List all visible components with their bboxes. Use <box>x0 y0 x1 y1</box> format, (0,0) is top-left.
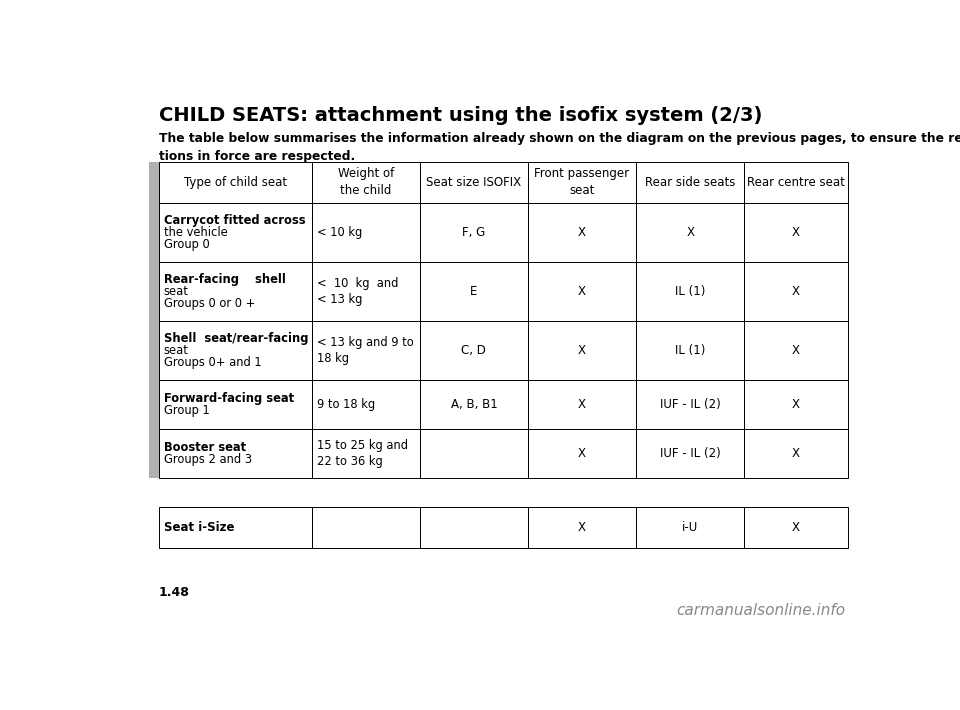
Text: IL (1): IL (1) <box>675 344 706 357</box>
Text: IUF - IL (2): IUF - IL (2) <box>660 398 721 411</box>
Text: X: X <box>792 398 800 411</box>
Bar <box>158 507 312 547</box>
Text: Weight of
the child: Weight of the child <box>338 168 394 197</box>
Text: X: X <box>578 447 586 460</box>
Text: i-U: i-U <box>683 520 698 534</box>
Bar <box>420 380 528 429</box>
Bar <box>420 507 528 547</box>
Bar <box>744 162 848 203</box>
Text: X: X <box>792 344 800 357</box>
Text: X: X <box>686 226 694 239</box>
Text: Seat size ISOFIX: Seat size ISOFIX <box>426 176 521 189</box>
Text: 9 to 18 kg: 9 to 18 kg <box>317 398 375 411</box>
Bar <box>312 507 420 547</box>
Text: Type of child seat: Type of child seat <box>183 176 287 189</box>
Text: F, G: F, G <box>463 226 486 239</box>
Text: X: X <box>578 285 586 297</box>
Text: seat: seat <box>164 344 189 357</box>
Bar <box>158 262 312 321</box>
Text: X: X <box>792 226 800 239</box>
Bar <box>528 507 636 547</box>
Bar <box>636 203 744 262</box>
Bar <box>420 321 528 380</box>
Bar <box>420 203 528 262</box>
Text: Shell  seat/rear-facing: Shell seat/rear-facing <box>164 332 308 345</box>
Text: Group 0: Group 0 <box>164 238 209 251</box>
Text: seat: seat <box>164 285 189 297</box>
Bar <box>636 429 744 479</box>
Bar <box>744 321 848 380</box>
Bar <box>149 162 158 479</box>
Bar <box>420 429 528 479</box>
Bar <box>420 162 528 203</box>
Bar <box>312 380 420 429</box>
Text: Seat i-Size: Seat i-Size <box>164 520 234 534</box>
Text: the vehicle: the vehicle <box>164 226 228 239</box>
Text: 1.48: 1.48 <box>158 586 189 599</box>
Text: CHILD SEATS: attachment using the isofix system (2/3): CHILD SEATS: attachment using the isofix… <box>158 106 762 125</box>
Bar <box>420 262 528 321</box>
Text: Rear centre seat: Rear centre seat <box>747 176 845 189</box>
Text: Forward-facing seat: Forward-facing seat <box>164 392 294 405</box>
Text: X: X <box>578 226 586 239</box>
Bar <box>636 162 744 203</box>
Bar <box>312 262 420 321</box>
Text: Rear-facing    shell: Rear-facing shell <box>164 273 286 286</box>
Bar <box>636 262 744 321</box>
Text: Booster seat: Booster seat <box>164 441 246 454</box>
Bar <box>158 429 312 479</box>
Text: Groups 2 and 3: Groups 2 and 3 <box>164 453 252 466</box>
Text: < 10 kg: < 10 kg <box>317 226 362 239</box>
Text: Groups 0 or 0 +: Groups 0 or 0 + <box>164 297 255 310</box>
Text: X: X <box>578 520 586 534</box>
Bar <box>312 321 420 380</box>
Text: Front passenger
seat: Front passenger seat <box>535 168 630 197</box>
Text: IL (1): IL (1) <box>675 285 706 297</box>
Text: X: X <box>792 285 800 297</box>
Text: X: X <box>578 344 586 357</box>
Bar <box>528 262 636 321</box>
Bar <box>312 162 420 203</box>
Text: 15 to 25 kg and
22 to 36 kg: 15 to 25 kg and 22 to 36 kg <box>317 439 408 469</box>
Bar <box>158 203 312 262</box>
Bar <box>744 429 848 479</box>
Bar <box>158 380 312 429</box>
Bar <box>636 507 744 547</box>
Text: C, D: C, D <box>462 344 487 357</box>
Text: The table below summarises the information already shown on the diagram on the p: The table below summarises the informati… <box>158 131 960 163</box>
Bar <box>528 380 636 429</box>
Text: carmanualsonline.info: carmanualsonline.info <box>676 604 846 618</box>
Bar <box>744 507 848 547</box>
Bar <box>744 262 848 321</box>
Bar <box>636 321 744 380</box>
Bar <box>528 321 636 380</box>
Bar <box>158 321 312 380</box>
Text: IUF - IL (2): IUF - IL (2) <box>660 447 721 460</box>
Text: Carrycot fitted across: Carrycot fitted across <box>164 214 305 226</box>
Text: X: X <box>792 520 800 534</box>
Text: <  10  kg  and
< 13 kg: < 10 kg and < 13 kg <box>317 277 398 306</box>
Bar <box>744 380 848 429</box>
Bar <box>744 203 848 262</box>
Text: < 13 kg and 9 to
18 kg: < 13 kg and 9 to 18 kg <box>317 336 414 365</box>
Text: Rear side seats: Rear side seats <box>645 176 735 189</box>
Bar <box>636 380 744 429</box>
Bar <box>312 203 420 262</box>
Bar <box>158 162 312 203</box>
Text: Group 1: Group 1 <box>164 404 209 417</box>
Bar <box>312 429 420 479</box>
Text: X: X <box>578 398 586 411</box>
Text: A, B, B1: A, B, B1 <box>450 398 497 411</box>
Bar <box>528 429 636 479</box>
Text: Groups 0+ and 1: Groups 0+ and 1 <box>164 356 261 369</box>
Text: X: X <box>792 447 800 460</box>
Bar <box>528 203 636 262</box>
Text: E: E <box>470 285 477 297</box>
Bar <box>528 162 636 203</box>
